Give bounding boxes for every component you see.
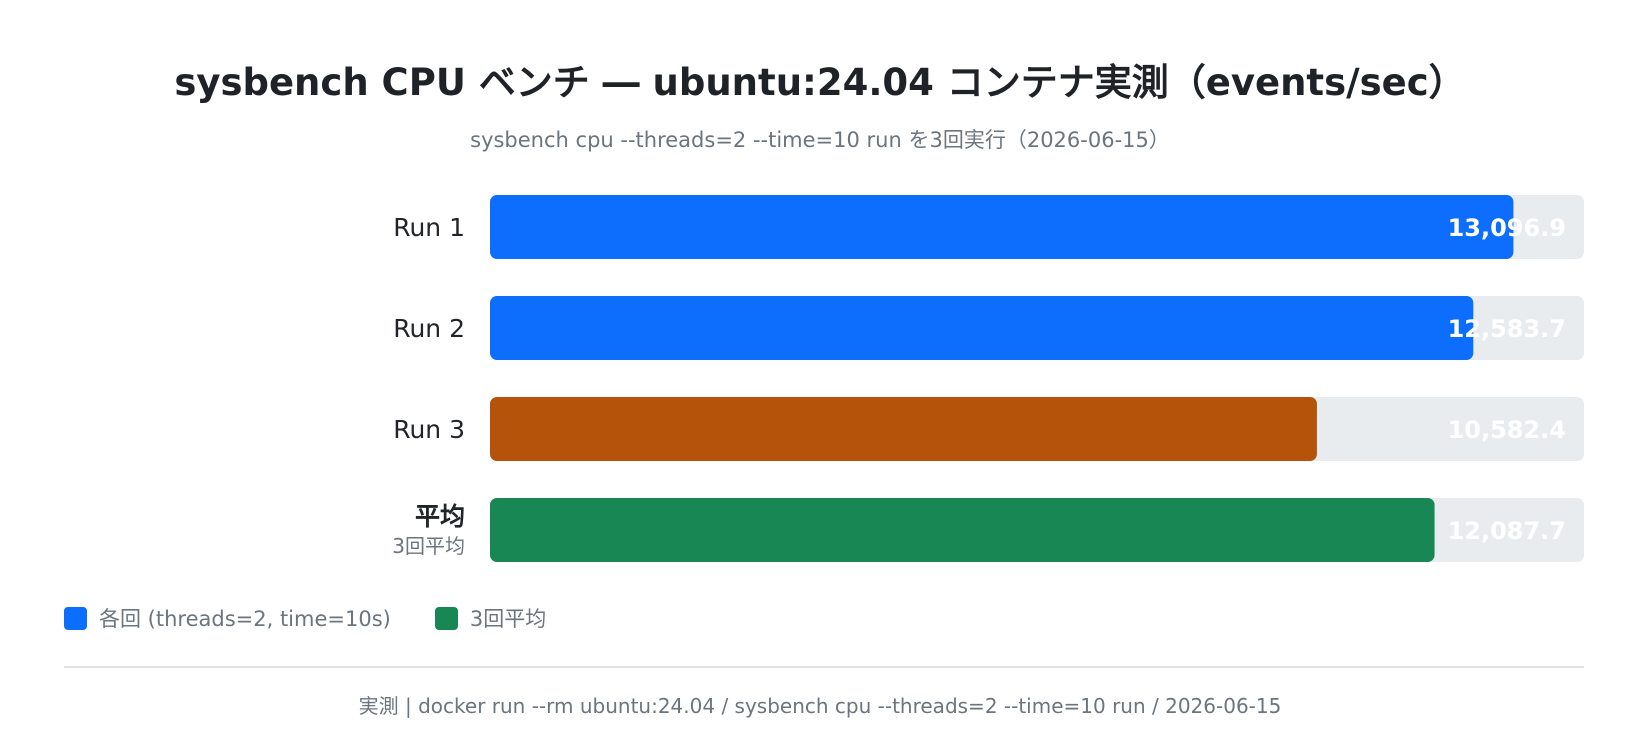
value-label-run-2: 12,583.7: [1448, 315, 1566, 343]
category-label-run-3: Run 3: [393, 415, 465, 444]
category-label-average: 平均: [415, 502, 465, 531]
legend-item-each-run: 各回 (threads=2, time=10s): [64, 603, 391, 633]
category-label-run-1: Run 1: [393, 213, 465, 242]
legend-swatch-average: [434, 606, 458, 630]
chart-legend: 各回 (threads=2, time=10s) 3回平均: [64, 604, 590, 632]
legend-item-average: 3回平均: [434, 603, 547, 633]
chart-subtitle: sysbench cpu --threads=2 --time=10 run を…: [470, 128, 1170, 152]
legend-label-each-run: 各回 (threads=2, time=10s): [99, 607, 391, 631]
bar-run-3: [490, 397, 1317, 461]
category-sublabel-average: 3回平均: [392, 534, 465, 558]
chart-footer: 実測 | docker run --rm ubuntu:24.04 / sysb…: [358, 694, 1282, 718]
value-label-average: 12,087.7: [1448, 517, 1566, 545]
value-label-run-1: 13,096.9: [1448, 214, 1566, 242]
chart-title: sysbench CPU ベンチ ― ubuntu:24.04 コンテナ実測（e…: [174, 61, 1466, 104]
legend-label-average: 3回平均: [469, 607, 547, 631]
legend-swatch-each-run: [64, 606, 87, 630]
category-label-run-2: Run 2: [393, 314, 465, 343]
value-label-run-3: 10,582.4: [1448, 416, 1566, 444]
bar-average: [490, 498, 1435, 562]
bar-run-1: [490, 195, 1514, 259]
footer-divider: [64, 666, 1584, 668]
bar-run-2: [490, 296, 1474, 360]
